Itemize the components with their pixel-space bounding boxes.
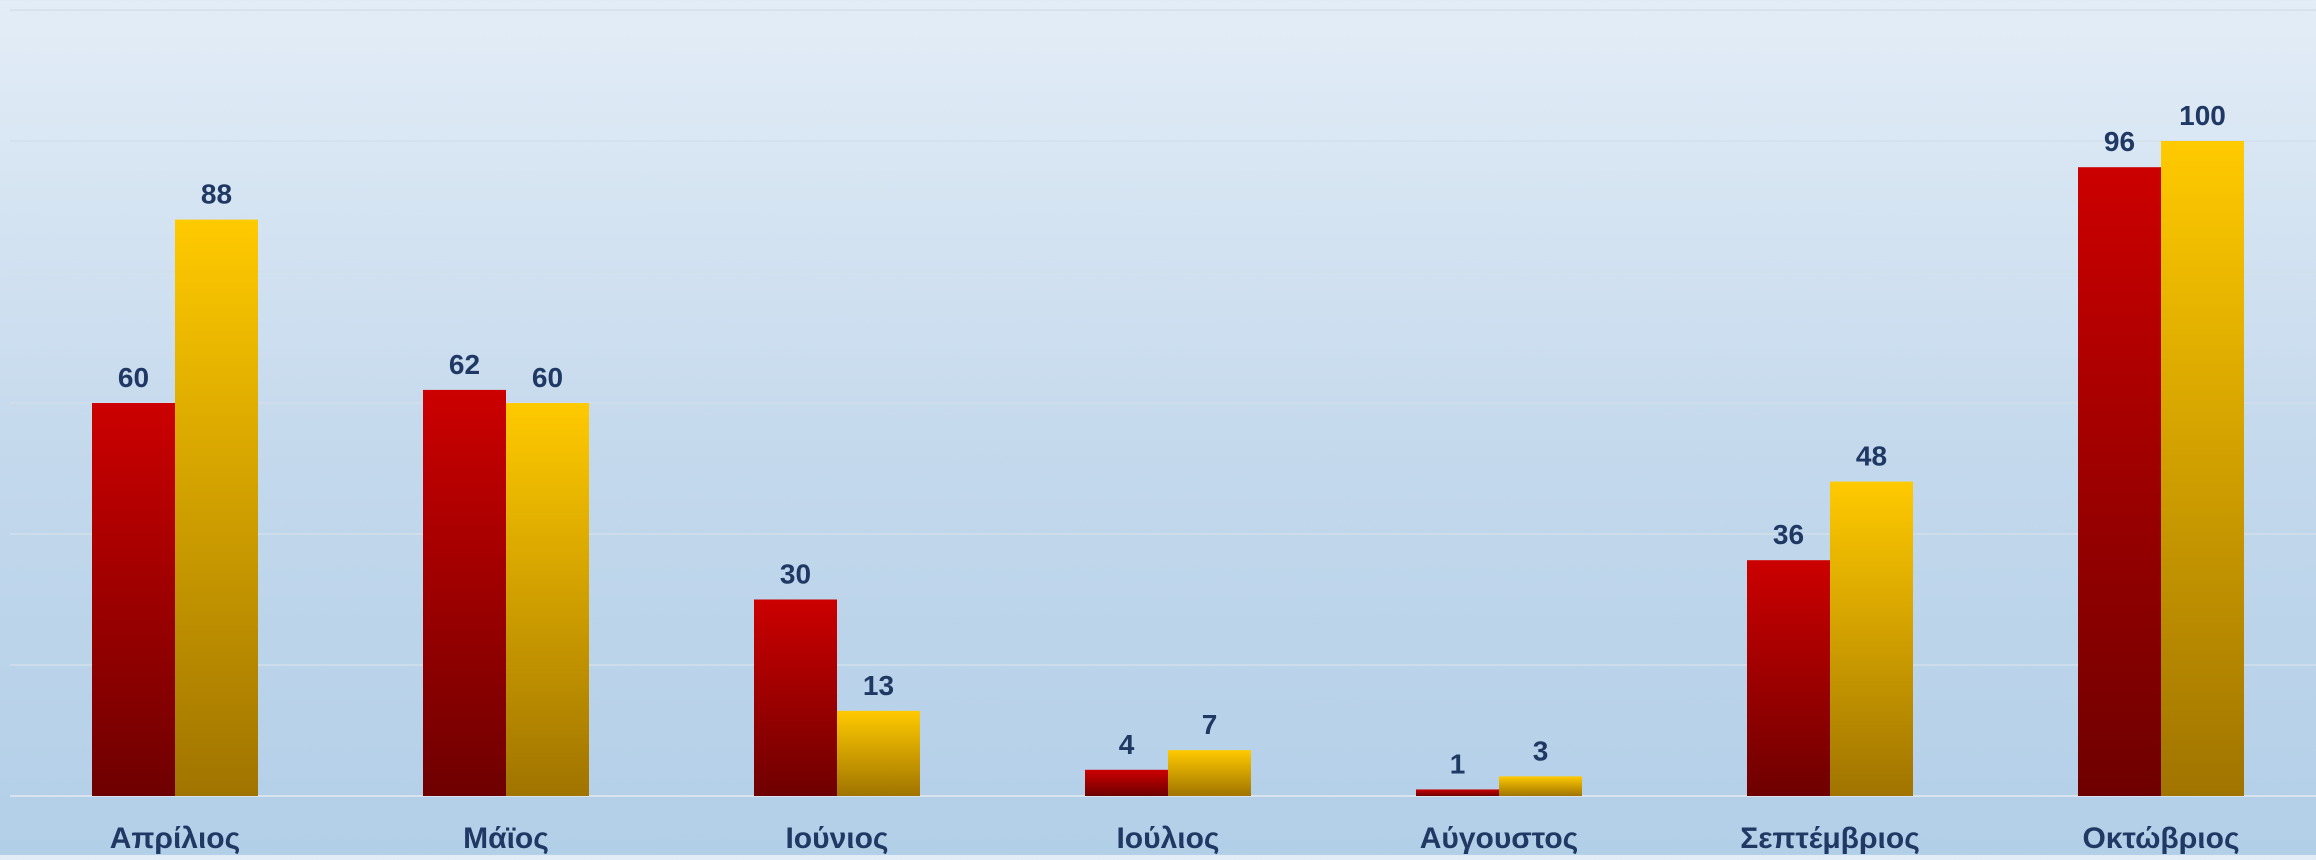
data-label: 30 <box>780 559 811 590</box>
data-label: 96 <box>2104 126 2135 157</box>
x-tick-label: Αύγουστος <box>1420 822 1579 855</box>
gridlines <box>10 9 2316 797</box>
data-label: 7 <box>1202 709 1218 740</box>
bar-series-2-3 <box>837 710 920 796</box>
x-tick-label: Οκτώβριος <box>2082 822 2239 855</box>
data-label: 100 <box>2179 100 2226 131</box>
bar-series-1-5 <box>1416 789 1499 796</box>
bar-series-1-1 <box>92 403 175 796</box>
x-tick-label: Απρίλιος <box>110 822 240 855</box>
x-tick-label: Ιούνιος <box>785 822 888 855</box>
bar-series-1-3 <box>754 599 837 796</box>
bar-series-2-5 <box>1499 776 1582 796</box>
bar-series-1-4 <box>1085 769 1168 796</box>
bar-series-1-7 <box>2078 167 2161 796</box>
x-tick-label: Ιούλιος <box>1116 822 1219 855</box>
bar-series-2-4 <box>1168 750 1251 796</box>
x-axis-tick-labels: Απρίλιος Μάϊος Ιούνιος Ιούλιος Αύγουστος Σεπτ… <box>110 822 2240 855</box>
x-tick-label: Σεπτέμβριος <box>1740 822 1920 855</box>
data-label: 36 <box>1773 519 1804 550</box>
bar-series-2-1 <box>175 219 258 797</box>
data-label: 3 <box>1533 735 1549 766</box>
data-label: 4 <box>1119 729 1135 760</box>
bar-series-1-2 <box>423 389 506 796</box>
bars <box>92 141 2244 797</box>
bar-series-2-6 <box>1830 481 1913 796</box>
data-label: 1 <box>1450 748 1466 779</box>
data-label: 13 <box>863 670 894 701</box>
data-label: 88 <box>201 179 232 210</box>
bar-series-2-7 <box>2161 141 2244 796</box>
data-label: 60 <box>532 362 563 393</box>
bar-series-1-6 <box>1747 560 1830 796</box>
data-label: 48 <box>1856 441 1887 472</box>
data-label: 62 <box>449 349 480 380</box>
x-tick-label: Μάϊος <box>463 822 549 855</box>
data-label: 60 <box>118 362 149 393</box>
bar-series-2-2 <box>506 403 589 796</box>
